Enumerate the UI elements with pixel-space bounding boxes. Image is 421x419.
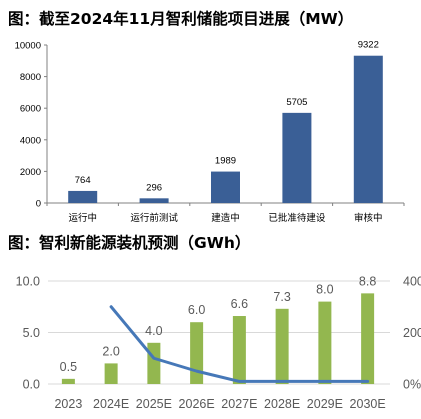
bar [61, 378, 75, 384]
category-label: 已批准待建设 [268, 212, 326, 224]
data-label: 4.0 [145, 324, 162, 338]
y-tick-label: 2000 [20, 167, 41, 178]
data-label: 6.0 [188, 303, 205, 317]
y-tick-label: 8000 [20, 72, 41, 83]
bar [139, 198, 169, 203]
chart1-title: 图：截至2024年11月智利储能项目进展（MW） [8, 10, 354, 28]
data-label: 1989 [215, 156, 236, 167]
data-label: 5705 [286, 97, 307, 108]
data-label: 6.6 [231, 297, 248, 311]
y-tick-label: 5.0 [23, 326, 40, 340]
bar [353, 55, 383, 203]
category-label: 建造中 [211, 212, 240, 224]
category-label: 2028E [264, 397, 300, 411]
bar [68, 190, 98, 203]
bar [104, 363, 118, 384]
category-label: 2024E [93, 397, 129, 411]
y-tick-label: 6000 [20, 104, 41, 115]
y-tick-label: 0.0 [23, 378, 40, 392]
data-label: 296 [146, 182, 162, 193]
bar [190, 322, 204, 384]
bar [232, 316, 246, 384]
y2-tick-label: 0% [403, 378, 421, 392]
bar-chart-storage-progress: 0 2000 4000 6000 8000 10000 764 运行中 296 运行前测试 1989… [15, 40, 405, 224]
growth-line [109, 305, 370, 383]
category-label: 审核中 [354, 212, 383, 224]
data-label: 0.5 [60, 360, 77, 374]
category-label: 运行前测试 [130, 212, 178, 224]
y2-tick-label: 200% [403, 326, 421, 340]
y-tick-label: 10000 [15, 41, 41, 52]
bar [282, 112, 312, 203]
bar [211, 171, 240, 203]
data-label: 764 [75, 175, 91, 186]
y2-tick-label: 400% [403, 275, 421, 289]
category-label: 2026E [179, 397, 215, 411]
data-label: 8.8 [359, 274, 376, 288]
data-label: 7.3 [273, 290, 290, 304]
category-label: 2023 [54, 397, 82, 411]
y-tick-label: 0 [36, 199, 41, 210]
bar [275, 308, 289, 384]
category-label: 2027E [221, 397, 257, 411]
bar [318, 301, 332, 384]
data-label: 9322 [358, 40, 379, 51]
data-label: 8.0 [316, 283, 333, 297]
y-tick-label: 4000 [20, 135, 41, 146]
category-label: 2025E [136, 397, 172, 411]
chart2-title: 图：智利新能源装机预测（GWh） [8, 234, 251, 252]
category-label: 2030E [350, 397, 386, 411]
y-tick-label: 10.0 [16, 275, 40, 289]
data-label: 2.0 [102, 344, 119, 358]
category-label: 运行中 [68, 212, 97, 224]
bar [147, 342, 161, 384]
bar [361, 293, 375, 384]
category-label: 2029E [307, 397, 343, 411]
